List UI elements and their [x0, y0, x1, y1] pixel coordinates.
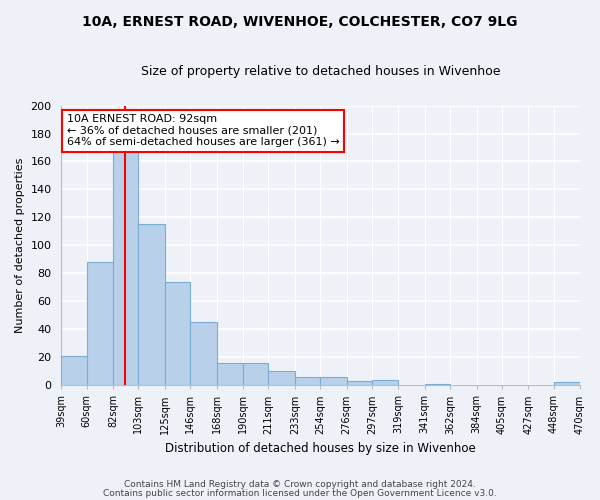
- Bar: [190, 322, 217, 386]
- Text: 10A, ERNEST ROAD, WIVENHOE, COLCHESTER, CO7 9LG: 10A, ERNEST ROAD, WIVENHOE, COLCHESTER, …: [82, 15, 518, 29]
- Bar: [320, 377, 347, 386]
- Text: Contains public sector information licensed under the Open Government Licence v3: Contains public sector information licen…: [103, 488, 497, 498]
- Bar: [165, 282, 190, 386]
- Bar: [372, 380, 398, 386]
- Bar: [86, 262, 113, 386]
- Bar: [113, 150, 139, 386]
- Bar: [554, 382, 580, 386]
- Bar: [217, 363, 243, 386]
- Bar: [295, 377, 320, 386]
- Bar: [268, 372, 295, 386]
- Bar: [139, 224, 165, 386]
- Bar: [347, 381, 372, 386]
- Text: Contains HM Land Registry data © Crown copyright and database right 2024.: Contains HM Land Registry data © Crown c…: [124, 480, 476, 489]
- X-axis label: Distribution of detached houses by size in Wivenhoe: Distribution of detached houses by size …: [166, 442, 476, 455]
- Bar: [61, 356, 86, 386]
- Bar: [425, 384, 450, 386]
- Y-axis label: Number of detached properties: Number of detached properties: [15, 158, 25, 333]
- Bar: [243, 363, 268, 386]
- Title: Size of property relative to detached houses in Wivenhoe: Size of property relative to detached ho…: [141, 65, 500, 78]
- Text: 10A ERNEST ROAD: 92sqm
← 36% of detached houses are smaller (201)
64% of semi-de: 10A ERNEST ROAD: 92sqm ← 36% of detached…: [67, 114, 340, 147]
